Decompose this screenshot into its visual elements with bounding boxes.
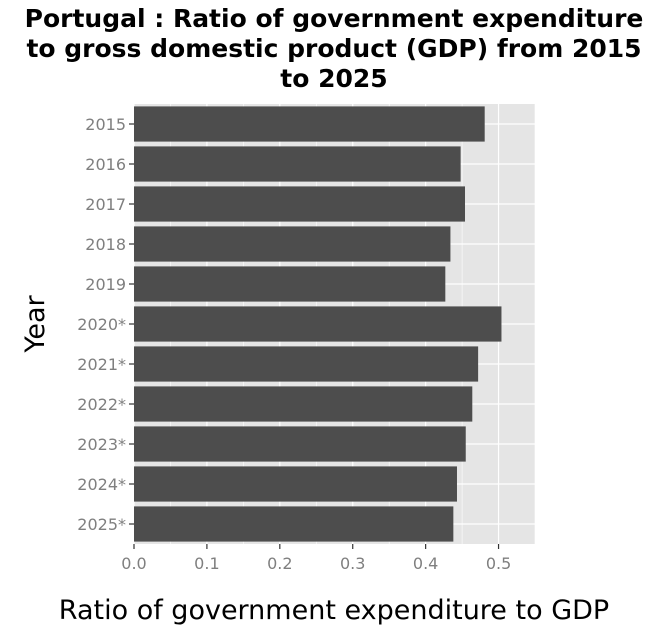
y-tick-label: 2018: [85, 235, 126, 254]
bars: [134, 106, 502, 542]
bar-2017: [134, 186, 466, 222]
y-tick-label: 2020*: [77, 315, 126, 334]
x-tick-label: 0.3: [340, 554, 365, 573]
y-tick-label: 2023*: [77, 435, 126, 454]
y-tick-label: 2019: [85, 275, 126, 294]
y-tick-label: 2016: [85, 155, 126, 174]
y-tick-label: 2024*: [77, 475, 126, 494]
bar-2025-projected: [134, 506, 454, 542]
bar-2021-projected: [134, 346, 479, 382]
y-axis-ticks: 2015 2016 2017 2018 2019 2020* 2021* 2022* 2023*…: [77, 115, 134, 534]
y-tick-label: 2017: [85, 195, 126, 214]
x-tick-label: 0.0: [121, 554, 146, 573]
bar-2022-projected: [134, 386, 473, 422]
chart-title: Portugal : Ratio of government expenditu…: [0, 4, 668, 94]
x-axis-title: Ratio of government expenditure to GDP: [59, 595, 609, 626]
chart-title-line-1: Portugal : Ratio of government expenditu…: [24, 4, 644, 33]
x-tick-label: 0.4: [413, 554, 438, 573]
bar-2024-projected: [134, 466, 457, 502]
bar-2018: [134, 226, 451, 262]
y-tick-label: 2022*: [77, 395, 126, 414]
bar-2016: [134, 146, 461, 182]
x-axis-ticks: 0.0 0.1 0.2 0.3 0.4 0.5: [121, 544, 511, 573]
x-tick-label: 0.5: [486, 554, 511, 573]
chart-title-line-3: to 2025: [280, 64, 388, 93]
y-tick-label: 2025*: [77, 515, 126, 534]
bar-2019: [134, 266, 446, 302]
bar-2020-projected: [134, 306, 502, 342]
chart-title-line-2: to gross domestic product (GDP) from 201…: [26, 34, 642, 63]
y-tick-label: 2015: [85, 115, 126, 134]
x-tick-label: 0.2: [267, 554, 292, 573]
bar-2015: [134, 106, 485, 142]
bar-2023-projected: [134, 426, 466, 462]
y-axis-title: Year: [20, 295, 51, 354]
y-tick-label: 2021*: [77, 355, 126, 374]
x-tick-label: 0.1: [194, 554, 219, 573]
